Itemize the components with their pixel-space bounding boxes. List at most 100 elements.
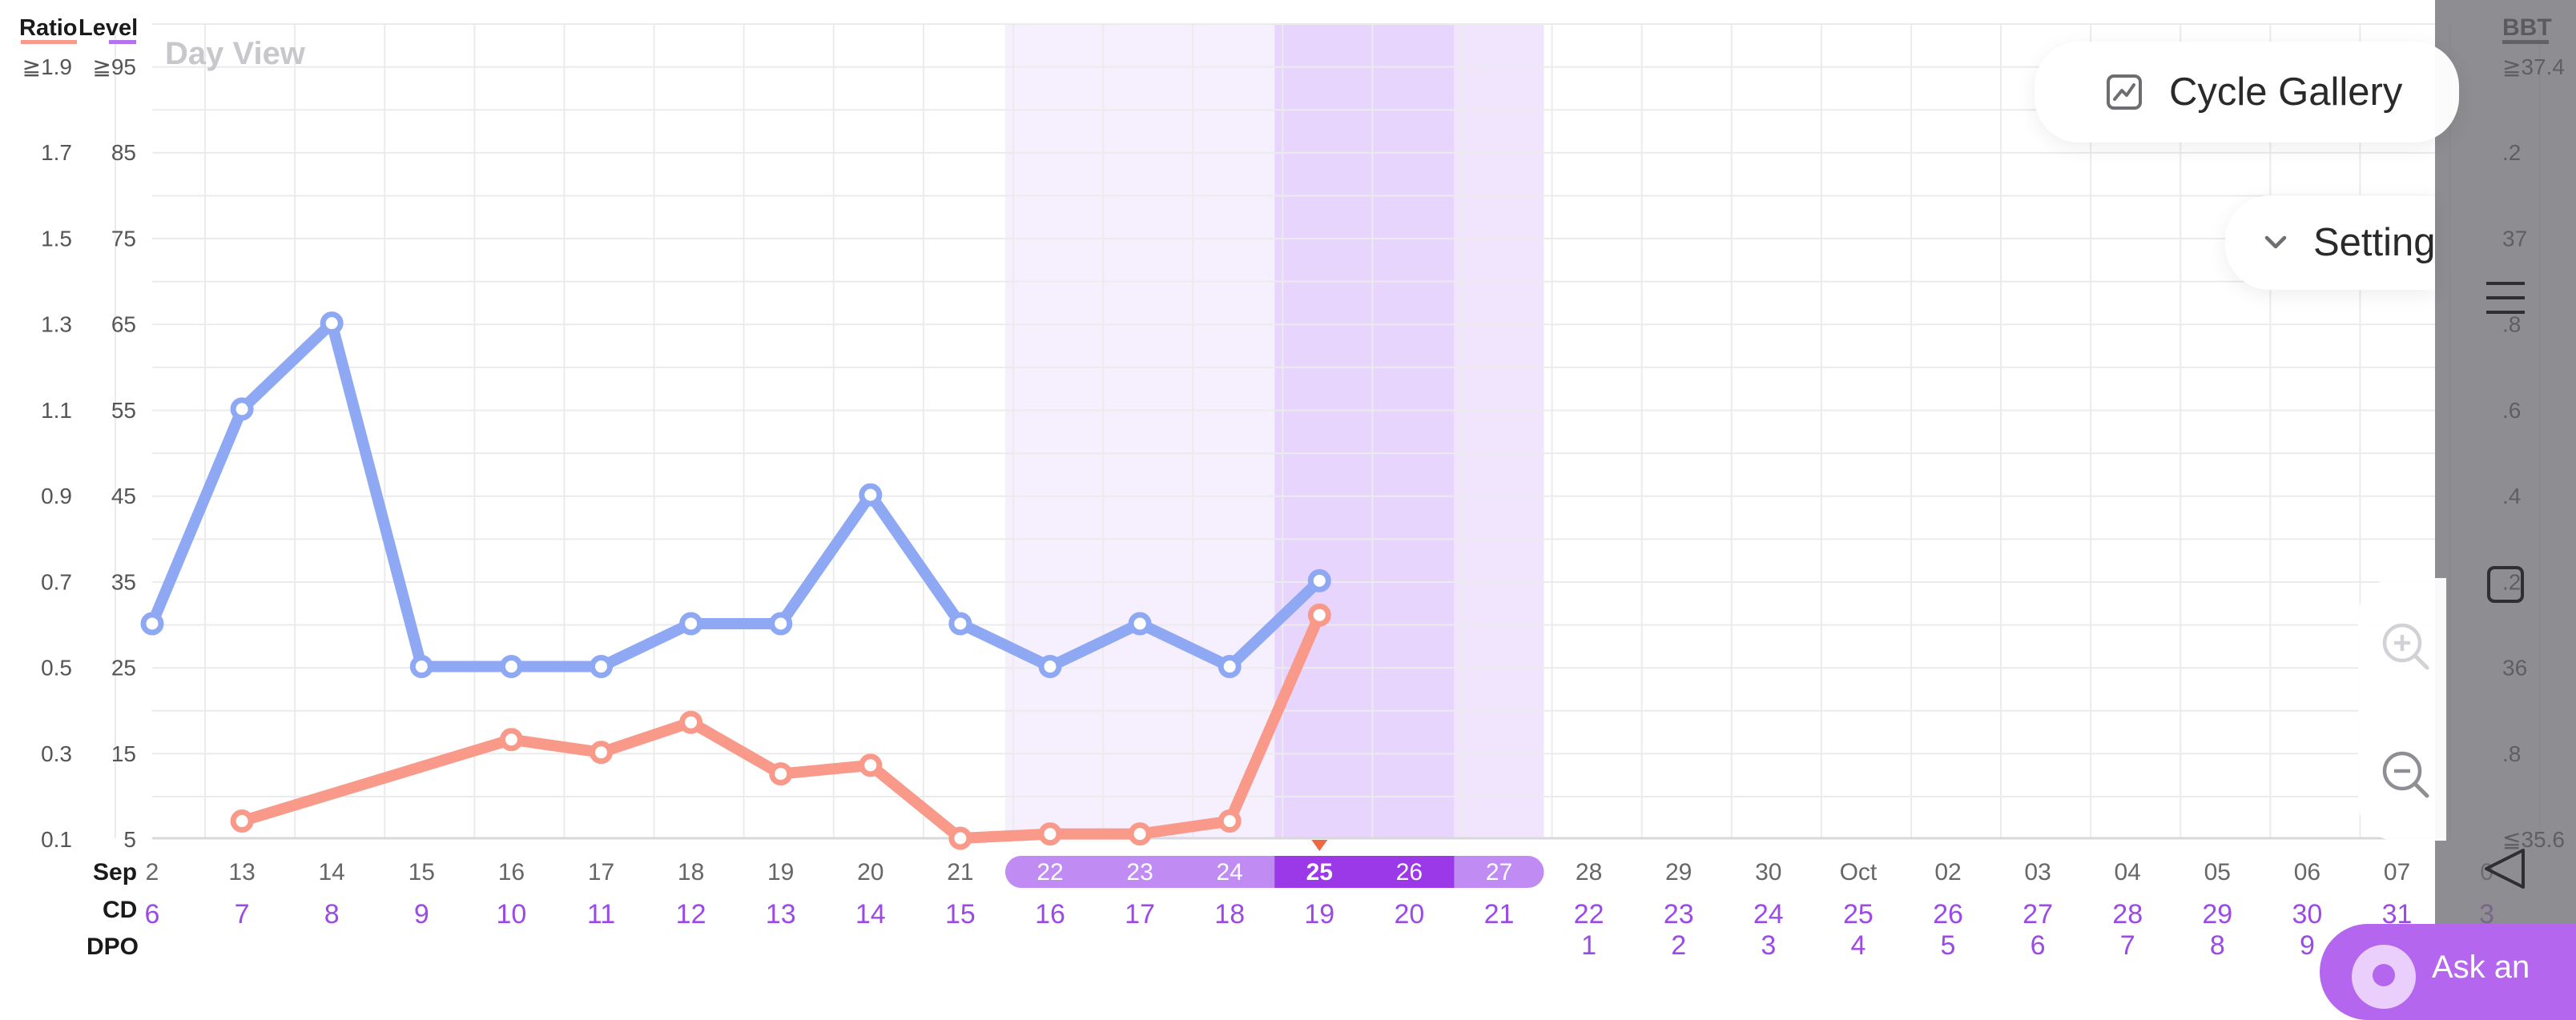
level-data-point[interactable] bbox=[679, 612, 703, 636]
level-axis-header: Level bbox=[78, 15, 138, 41]
fertile-band-peak bbox=[1274, 24, 1455, 838]
date-tick-label: 27 bbox=[1486, 859, 1512, 885]
today-marker bbox=[1311, 840, 1328, 851]
ratio-tick-label: 0.3 bbox=[41, 741, 72, 766]
dpo-label: 8 bbox=[2210, 930, 2225, 961]
ratio-data-point[interactable] bbox=[859, 753, 883, 777]
ratio-tick-label: 1.7 bbox=[41, 140, 72, 165]
cycle-day-label: 13 bbox=[766, 899, 796, 930]
dpo-label: 5 bbox=[1941, 930, 1956, 961]
date-tick-label: 17 bbox=[588, 859, 614, 885]
ratio-data-point[interactable] bbox=[948, 826, 972, 850]
level-data-point[interactable] bbox=[590, 655, 613, 679]
level-data-point[interactable] bbox=[1038, 655, 1062, 679]
cycle-day-label: 26 bbox=[1933, 899, 1963, 930]
date-tick-label: 03 bbox=[2024, 859, 2051, 885]
level-tick-label: 45 bbox=[111, 484, 136, 508]
date-tick-label: 14 bbox=[319, 859, 345, 885]
ratio-data-point[interactable] bbox=[230, 809, 254, 833]
date-tick-label: 18 bbox=[678, 859, 704, 885]
date-tick-label: 26 bbox=[1396, 859, 1423, 885]
cycle-gallery-button[interactable]: Cycle Gallery bbox=[2035, 42, 2459, 143]
back-triangle-icon[interactable] bbox=[2481, 845, 2528, 892]
cycle-day-label: 18 bbox=[1214, 899, 1245, 930]
cycle-day-label: 23 bbox=[1664, 899, 1694, 930]
chart-icon bbox=[2105, 73, 2143, 111]
ratio-data-point[interactable] bbox=[590, 741, 613, 765]
level-data-point[interactable] bbox=[230, 397, 254, 421]
dpo-label: 2 bbox=[1671, 930, 1686, 961]
cycle-chart[interactable]: ≧1.9 ≧951.7 851.5 751.3 651.1 550.9 450.7 350.5… bbox=[0, 0, 2576, 972]
zoom-in-icon[interactable] bbox=[2379, 620, 2432, 673]
level-tick-label: 65 bbox=[111, 312, 136, 337]
dpo-label: 3 bbox=[1761, 930, 1776, 961]
ratio-data-point[interactable] bbox=[1218, 809, 1242, 833]
level-tick-label: 85 bbox=[111, 140, 136, 165]
cycle-day-label: 11 bbox=[587, 899, 615, 930]
cycle-day-label: 12 bbox=[676, 899, 706, 930]
dpo-label: 7 bbox=[2120, 930, 2135, 961]
level-data-point[interactable] bbox=[1307, 568, 1331, 592]
zoom-controls bbox=[2358, 578, 2446, 841]
dpo-label: 1 bbox=[1581, 930, 1596, 961]
settings-button[interactable]: Setting bbox=[2225, 195, 2435, 290]
side-dim-overlay bbox=[2435, 0, 2576, 972]
ratio-tick-label: 1.5 bbox=[41, 226, 72, 251]
level-data-point[interactable] bbox=[1218, 655, 1242, 679]
cycle-day-label: 16 bbox=[1035, 899, 1065, 930]
date-tick-label: 22 bbox=[1036, 859, 1063, 885]
ratio-data-point[interactable] bbox=[499, 728, 523, 752]
view-title: Day View bbox=[165, 36, 306, 71]
date-tick-label: 06 bbox=[2294, 859, 2320, 885]
cycle-day-label: 22 bbox=[1574, 899, 1604, 930]
level-data-point[interactable] bbox=[769, 612, 793, 636]
date-tick-label: 23 bbox=[1126, 859, 1153, 885]
fertile-band-end bbox=[1454, 24, 1544, 838]
cycle-gallery-label: Cycle Gallery bbox=[2169, 70, 2403, 114]
level-data-point[interactable] bbox=[409, 655, 433, 679]
date-tick-label: 19 bbox=[767, 859, 794, 885]
level-tick-label: 25 bbox=[111, 656, 136, 681]
cycle-day-label: 7 bbox=[235, 899, 250, 930]
level-tick-label: ≧95 bbox=[92, 54, 136, 79]
cycle-day-label: 14 bbox=[855, 899, 886, 930]
ratio-data-point[interactable] bbox=[1307, 603, 1331, 627]
ratio-tick-label: 1.1 bbox=[41, 398, 72, 423]
ratio-tick-label: 0.7 bbox=[41, 569, 72, 594]
level-data-point[interactable] bbox=[948, 612, 972, 636]
ratio-data-point[interactable] bbox=[769, 762, 793, 786]
ratio-tick-label: 0.5 bbox=[41, 656, 72, 681]
dpo-label: 6 bbox=[2031, 930, 2046, 961]
cycle-day-label: 6 bbox=[145, 899, 160, 930]
ratio-data-point[interactable] bbox=[1128, 822, 1152, 846]
dpo-label: 9 bbox=[2300, 930, 2315, 961]
ratio-data-point[interactable] bbox=[679, 710, 703, 734]
ratio-axis-header: Ratio bbox=[19, 15, 78, 41]
level-data-point[interactable] bbox=[320, 311, 344, 335]
level-data-point[interactable] bbox=[499, 655, 523, 679]
date-tick-label: 2 bbox=[146, 859, 159, 885]
level-tick-label: 55 bbox=[111, 398, 136, 423]
ratio-header-underline bbox=[21, 40, 77, 44]
square-icon[interactable] bbox=[2486, 565, 2525, 604]
ratio-data-point[interactable] bbox=[1038, 822, 1062, 846]
level-data-point[interactable] bbox=[1128, 612, 1152, 636]
date-tick-label: 25 bbox=[1306, 859, 1333, 885]
level-tick-label: 75 bbox=[111, 226, 136, 251]
cycle-day-label: 19 bbox=[1304, 899, 1334, 930]
date-tick-label: 04 bbox=[2115, 859, 2141, 885]
cycle-day-label: 28 bbox=[2112, 899, 2143, 930]
level-data-point[interactable] bbox=[140, 612, 164, 636]
level-data-point[interactable] bbox=[859, 483, 883, 507]
date-tick-label: 16 bbox=[498, 859, 525, 885]
cycle-day-label: 17 bbox=[1125, 899, 1155, 930]
ratio-tick-label: 1.3 bbox=[41, 312, 72, 337]
date-tick-label: 24 bbox=[1217, 859, 1243, 885]
zoom-out-icon[interactable] bbox=[2379, 748, 2432, 801]
cd-row-label: CD bbox=[103, 897, 137, 923]
menu-icon[interactable] bbox=[2483, 275, 2528, 320]
fertile-band-light bbox=[1004, 24, 1275, 838]
ask-assistant-button[interactable]: Ask an bbox=[2320, 924, 2576, 1020]
ratio-tick-label: 0.9 bbox=[41, 484, 72, 508]
cycle-day-label: 24 bbox=[1753, 899, 1784, 930]
